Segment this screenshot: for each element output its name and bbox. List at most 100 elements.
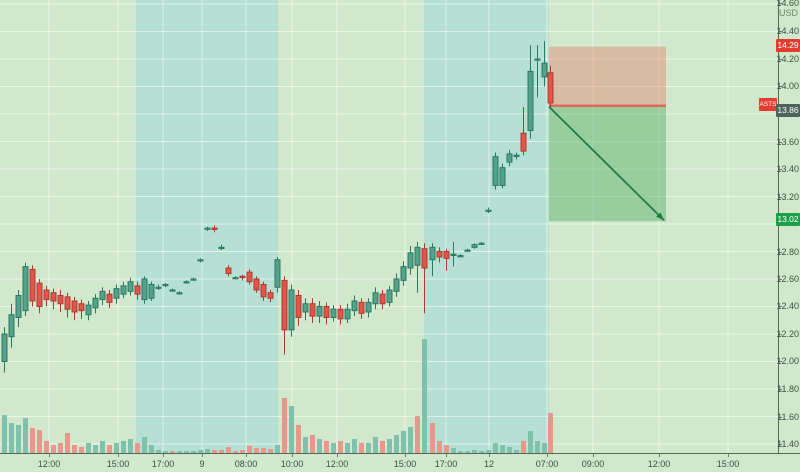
candle-body xyxy=(421,248,428,269)
candle-body xyxy=(379,293,386,305)
candle-body xyxy=(85,304,92,316)
time-tick xyxy=(593,454,594,457)
candle-body xyxy=(71,300,78,313)
volume-bar xyxy=(44,441,49,453)
candle-body xyxy=(57,294,64,305)
candle-body xyxy=(485,209,492,212)
candle-body xyxy=(22,266,29,312)
candle-body xyxy=(309,303,316,317)
candle-body xyxy=(351,300,358,312)
candle-body xyxy=(443,250,450,259)
price-axis-label: 14.00 xyxy=(776,81,799,91)
volume-bar xyxy=(212,450,217,453)
volume-bar xyxy=(156,450,161,453)
volume-bar xyxy=(387,439,392,453)
candle-body xyxy=(64,296,71,310)
volume-bar xyxy=(310,435,315,453)
volume-bar xyxy=(30,428,35,453)
candle-body xyxy=(520,132,527,152)
candle-body xyxy=(169,289,176,292)
volume-bar xyxy=(331,443,336,453)
price-tick xyxy=(779,168,782,170)
stop-price-badge: 14.29 xyxy=(776,39,800,52)
candle-body xyxy=(162,283,169,287)
price-axis-label: 12.60 xyxy=(776,274,799,284)
volume-bar xyxy=(430,423,435,453)
price-axis-label: 14.60 xyxy=(776,0,799,8)
price-axis-label: 11.60 xyxy=(777,412,799,422)
candles xyxy=(1,41,554,373)
volume-bar xyxy=(542,443,547,453)
time-axis-label: 12:00 xyxy=(647,459,671,469)
candle-body xyxy=(288,289,295,331)
candle-body xyxy=(197,259,204,262)
volume-bar xyxy=(247,446,252,453)
candle-body xyxy=(99,290,106,301)
candle-body xyxy=(260,283,267,298)
price-axis[interactable]: USD 14.60 14.40 14.20 14.00 13.60 13.40 13.20 1… xyxy=(776,0,800,453)
candle-body xyxy=(393,278,400,292)
time-axis[interactable]: 12:00 15:00 17:00 9 08:00 10:00 12:00 15:00 17:0… xyxy=(0,453,800,472)
price-tick xyxy=(779,85,782,87)
candle-body xyxy=(386,289,393,303)
chart-canvas[interactable] xyxy=(0,0,778,453)
volume-bar xyxy=(128,439,133,453)
volume-bar xyxy=(2,415,7,453)
candle-body xyxy=(436,250,443,258)
chart-pane[interactable] xyxy=(0,0,778,453)
volume-bar xyxy=(268,449,273,453)
volume-bar xyxy=(135,443,140,453)
volume-bar xyxy=(345,443,350,453)
candle-body xyxy=(253,278,260,291)
volume-bar xyxy=(548,413,553,453)
volume-bar xyxy=(479,451,484,453)
time-axis-label: 9 xyxy=(199,459,205,469)
candle-body xyxy=(316,305,323,317)
price-axis-label: 12.20 xyxy=(776,329,799,339)
short-position-tool[interactable] xyxy=(549,46,666,222)
time-axis-label: 17:00 xyxy=(434,459,458,469)
time-tick xyxy=(202,454,203,457)
candle-body xyxy=(400,266,407,281)
session-band xyxy=(136,0,278,453)
price-axis-label: 14.20 xyxy=(776,54,799,64)
candle-body xyxy=(239,275,246,279)
volume-bar xyxy=(233,451,238,453)
candle-body xyxy=(330,308,337,318)
volume-bar xyxy=(535,441,540,453)
volume-bar xyxy=(486,450,491,453)
volume-bar xyxy=(86,443,91,453)
volume-bar xyxy=(415,416,420,453)
volume-bar xyxy=(100,441,105,453)
volume-bar xyxy=(451,448,456,453)
candle-body xyxy=(141,278,148,301)
symbol-badge: ASTS xyxy=(759,98,777,111)
risk-reward-arrow xyxy=(548,106,665,221)
volume-bar xyxy=(205,449,210,453)
price-axis-label: 12.00 xyxy=(776,356,799,366)
entry-price-badge: 13.86 xyxy=(776,104,800,117)
candle-body xyxy=(506,153,513,163)
candle-body xyxy=(464,249,471,252)
volume-bar xyxy=(366,443,371,453)
currency-label: USD xyxy=(778,8,798,18)
candle-body xyxy=(113,288,120,299)
volume-bar xyxy=(240,450,245,453)
candle-body xyxy=(43,289,50,301)
volume-bar xyxy=(219,450,224,453)
candle-body xyxy=(190,278,197,281)
candle-body xyxy=(344,308,351,320)
volume-bar xyxy=(93,445,98,453)
candle-body xyxy=(120,285,127,295)
volume-bar xyxy=(177,451,182,453)
candle-body xyxy=(281,279,288,331)
price-axis-label: 11.40 xyxy=(777,439,799,449)
volume-bar xyxy=(521,441,526,453)
time-axis-label: 12:00 xyxy=(325,459,349,469)
volume-bar xyxy=(275,445,280,453)
candle-body xyxy=(127,281,134,292)
volume-bar xyxy=(324,441,329,453)
volume-bar xyxy=(226,447,231,453)
candle-body xyxy=(155,286,162,289)
candle-body xyxy=(513,154,520,157)
